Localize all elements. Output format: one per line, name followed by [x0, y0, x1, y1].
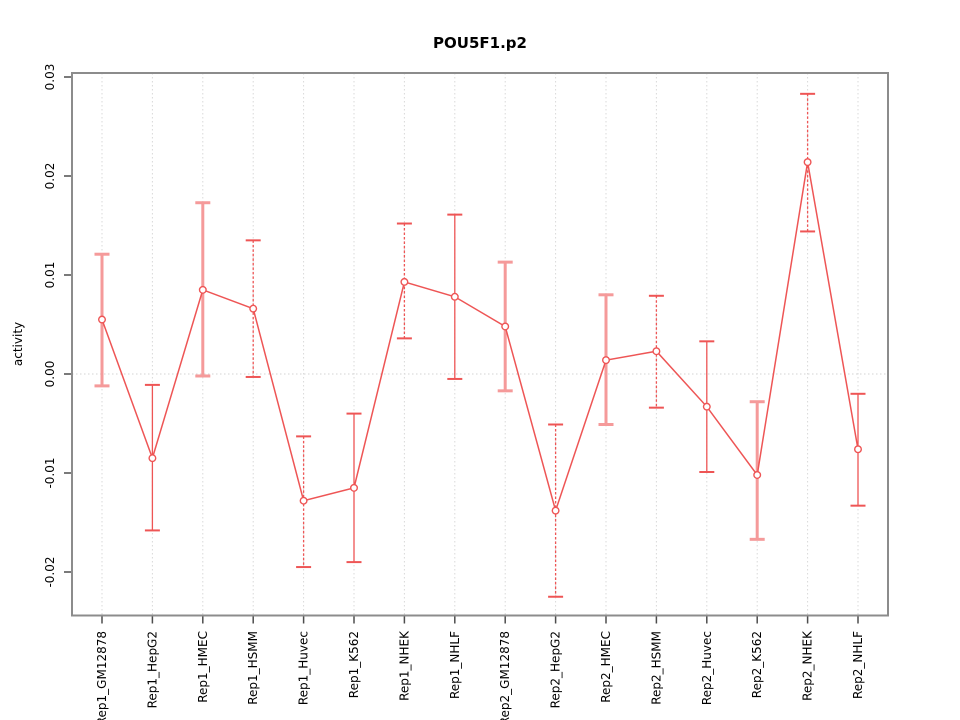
x-tick-label: Rep1_NHLF	[448, 631, 462, 699]
data-point-marker	[652, 347, 661, 356]
y-tick-label: 0.02	[43, 163, 57, 190]
data-point-marker	[400, 277, 409, 286]
x-tick-label: Rep1_HSMM	[246, 631, 260, 705]
x-tick-label: Rep1_NHEK	[397, 630, 411, 701]
data-point-marker	[249, 304, 258, 313]
x-tick-label: Rep1_K562	[347, 631, 361, 698]
data-point-marker	[148, 454, 157, 463]
series-line	[101, 162, 859, 514]
x-tick-label: Rep2_K562	[750, 631, 764, 698]
grid-layer	[72, 73, 888, 616]
x-tick-label: Rep1_GM12878	[95, 631, 109, 720]
data-layer	[94, 92, 866, 598]
x-tick-label: Rep1_Huvec	[297, 631, 311, 705]
plot-border	[71, 72, 889, 617]
data-point-marker	[753, 470, 762, 479]
y-tick-label: 0.00	[43, 361, 57, 388]
data-point-marker	[299, 496, 308, 505]
x-tick-label: Rep2_Huvec	[700, 631, 714, 705]
chart-title: POU5F1.p2	[433, 34, 527, 52]
data-point-marker	[350, 483, 359, 492]
data-point-marker	[551, 506, 560, 515]
x-tick-label: Rep1_HMEC	[196, 631, 210, 703]
data-point-marker	[97, 315, 106, 324]
x-tick-label: Rep2_NHLF	[851, 631, 865, 699]
x-tick-label: Rep1_HepG2	[145, 631, 159, 708]
data-point-marker	[501, 322, 510, 331]
y-axis-label: activity	[11, 322, 25, 366]
data-point-marker	[702, 402, 711, 411]
data-point-marker	[803, 158, 812, 167]
y-tick-label: 0.01	[43, 262, 57, 289]
error-bar	[396, 222, 412, 340]
data-point-marker	[450, 292, 459, 301]
x-tick-label: Rep2_HSMM	[649, 631, 663, 705]
x-tick-label: Rep2_HMEC	[599, 631, 613, 703]
y-tick-label: -0.02	[43, 556, 57, 587]
x-tick-label: Rep2_HepG2	[549, 631, 563, 708]
data-point-marker	[854, 445, 863, 454]
y-tick-label: -0.01	[43, 457, 57, 488]
data-point-marker	[602, 356, 611, 365]
axes-layer: 0.03 0.02 0.01 0.00 -0.01 -0.02 Rep1_GM12878 Re…	[43, 64, 865, 720]
x-tick-label: Rep2_NHEK	[801, 630, 815, 701]
y-tick-label: 0.03	[43, 64, 57, 91]
x-tick-label: Rep2_GM12878	[498, 631, 512, 720]
data-point-marker	[198, 285, 207, 294]
